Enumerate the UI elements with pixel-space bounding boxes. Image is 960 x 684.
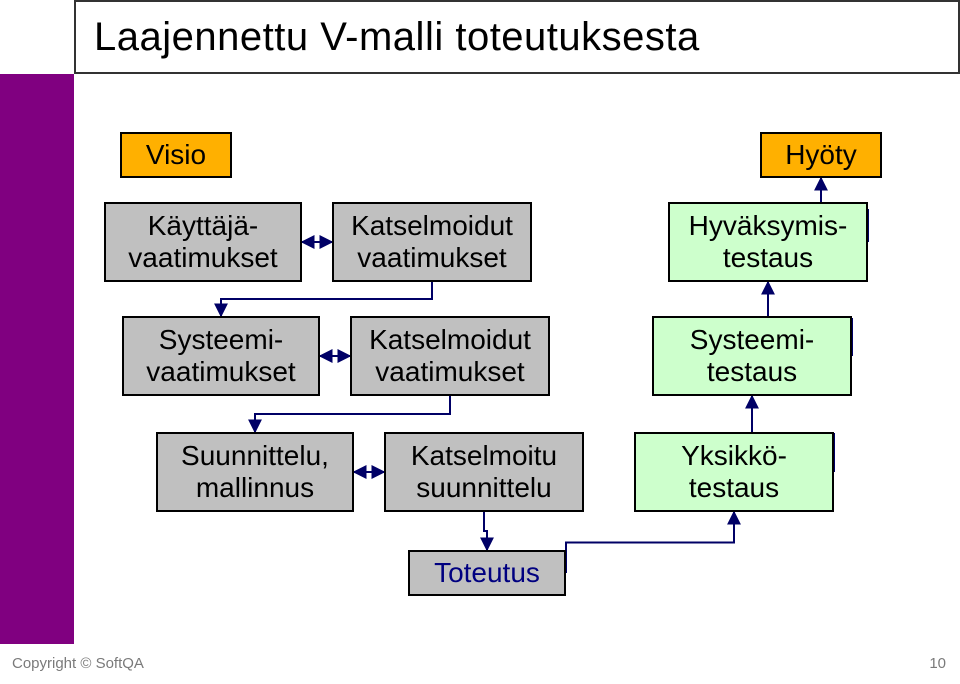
node-kayttaja: Käyttäjä- vaatimukset [104, 202, 302, 282]
node-hyoty: Hyöty [760, 132, 882, 178]
node-yksikko: Yksikkö- testaus [634, 432, 834, 512]
slide-title-text: Laajennettu V-malli toteutuksesta [94, 15, 700, 60]
footer-page-number: 10 [929, 655, 946, 672]
node-kats2: Katselmoidut vaatimukset [350, 316, 550, 396]
slide: Laajennettu V-malli toteutuksesta Visio H… [0, 0, 960, 684]
node-toteutus: Toteutus [408, 550, 566, 596]
node-visio: Visio [120, 132, 232, 178]
node-kats3: Katselmoitu suunnittelu [384, 432, 584, 512]
sidebar-accent [0, 74, 74, 644]
node-syst: Systeemi- testaus [652, 316, 852, 396]
node-kats1: Katselmoidut vaatimukset [332, 202, 532, 282]
node-systeemiv: Systeemi- vaatimukset [122, 316, 320, 396]
node-hyvaks: Hyväksymis- testaus [668, 202, 868, 282]
footer-copyright: Copyright © SoftQA [12, 655, 144, 672]
node-suunn: Suunnittelu, mallinnus [156, 432, 354, 512]
footer-page-text: 10 [929, 655, 946, 672]
slide-title: Laajennettu V-malli toteutuksesta [74, 0, 960, 74]
footer-copyright-text: Copyright © SoftQA [12, 655, 144, 672]
